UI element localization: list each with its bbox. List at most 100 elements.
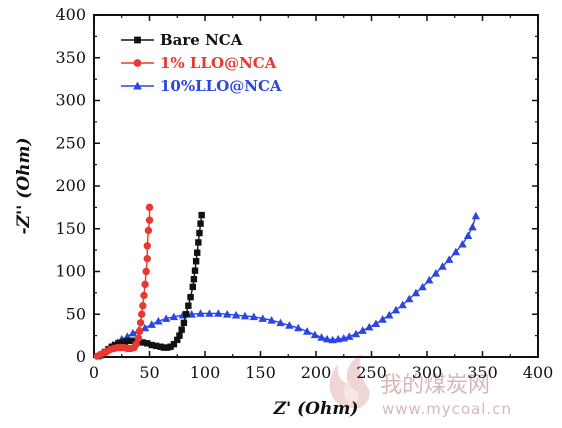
y-tick-label: 250 — [55, 133, 86, 152]
series-layer — [93, 203, 481, 360]
data-point — [145, 203, 154, 212]
data-point — [135, 327, 144, 336]
data-point — [139, 339, 147, 346]
data-point — [198, 211, 205, 219]
data-point — [195, 239, 202, 246]
y-tick-label: 50 — [66, 304, 86, 323]
data-point — [167, 343, 174, 350]
data-point — [438, 262, 447, 270]
series-10-llo-nca — [95, 211, 481, 359]
series-line — [99, 215, 477, 356]
y-tick-label: 400 — [55, 5, 86, 24]
data-point — [285, 321, 294, 329]
legend-item: Bare NCA — [121, 31, 243, 49]
data-point — [142, 267, 150, 276]
data-point — [468, 222, 477, 231]
x-tick-label: 350 — [467, 363, 498, 382]
data-point — [378, 315, 387, 323]
data-point — [139, 302, 147, 310]
data-point — [398, 300, 407, 309]
data-point — [258, 314, 267, 322]
data-point — [178, 326, 185, 333]
data-point — [267, 316, 276, 324]
watermark-url: www.mycoal.cn — [382, 400, 512, 418]
x-tick-label: 50 — [139, 363, 159, 382]
y-axis-title: -Z'' (Ohm) — [14, 137, 34, 234]
legend-marker — [133, 81, 142, 90]
data-point — [302, 327, 312, 335]
x-tick-label: 300 — [412, 363, 443, 382]
data-point — [144, 340, 151, 347]
x-tick-label: 250 — [356, 363, 387, 382]
data-point — [445, 255, 454, 263]
tick-labels: 0 50 100 150 200 250 300 350 400 0 50 100 150 200 250 3… — [55, 5, 553, 382]
data-point — [182, 311, 190, 318]
y-tick-label: 0 — [76, 347, 86, 366]
data-point — [471, 211, 481, 220]
axis-ticks — [93, 14, 539, 358]
data-point — [134, 334, 143, 342]
legend-item: 10%LLO@NCA — [121, 77, 282, 95]
data-point — [322, 334, 332, 343]
y-tick-label: 200 — [55, 176, 86, 195]
legend: Bare NCA 1% LLO@NCA 10%LLO@NCA — [121, 31, 282, 95]
data-point — [160, 344, 168, 351]
data-point — [169, 312, 179, 321]
data-point — [174, 336, 181, 344]
data-point — [190, 275, 198, 283]
data-point — [385, 310, 394, 319]
x-tick-label: 100 — [190, 363, 221, 382]
data-point — [310, 330, 320, 339]
legend-item: 1% LLO@NCA — [121, 54, 277, 72]
data-point — [205, 309, 214, 317]
x-tick-label: 150 — [245, 363, 276, 382]
data-point — [365, 322, 374, 331]
data-point — [152, 342, 160, 350]
y-tick-label: 300 — [55, 91, 86, 110]
data-point — [145, 216, 154, 224]
data-point — [411, 288, 421, 297]
data-point — [170, 340, 178, 348]
data-point — [391, 305, 401, 314]
data-point — [249, 312, 259, 321]
x-tick-label: 400 — [523, 363, 554, 382]
data-point — [140, 291, 148, 300]
data-point — [196, 229, 203, 237]
x-tick-label: 200 — [301, 363, 332, 382]
data-point — [197, 220, 204, 227]
data-point — [161, 314, 171, 322]
data-point — [187, 293, 194, 301]
series-bare-nca — [95, 211, 205, 360]
data-point — [140, 323, 150, 332]
data-point — [132, 340, 140, 348]
data-point — [138, 310, 146, 318]
data-point — [176, 332, 183, 339]
data-point — [126, 337, 133, 344]
watermark-flame-logo — [329, 354, 370, 408]
data-point — [191, 267, 199, 274]
watermark-chinese-text: 我的煤炭网 — [380, 373, 490, 398]
data-point — [223, 310, 232, 318]
x-axis-title: Z' (Ohm) — [273, 399, 359, 419]
data-point — [118, 339, 125, 346]
data-point — [194, 249, 201, 256]
data-point — [214, 309, 223, 317]
legend-label: 1% LLO@NCA — [160, 54, 277, 72]
data-point — [458, 239, 467, 248]
legend-label: 10%LLO@NCA — [160, 77, 282, 95]
data-point — [418, 282, 427, 291]
y-tick-label: 350 — [55, 48, 86, 67]
data-point — [196, 309, 205, 317]
data-point — [431, 269, 441, 277]
y-tick-label: 100 — [55, 262, 86, 281]
data-point — [371, 319, 381, 328]
data-point — [130, 337, 138, 344]
data-point — [144, 226, 153, 235]
data-point — [351, 329, 361, 338]
series-1-llo-nca — [93, 203, 154, 360]
data-point — [136, 319, 145, 327]
data-point — [405, 294, 414, 303]
data-point — [345, 332, 354, 340]
data-point — [143, 242, 151, 250]
data-point — [189, 283, 196, 291]
